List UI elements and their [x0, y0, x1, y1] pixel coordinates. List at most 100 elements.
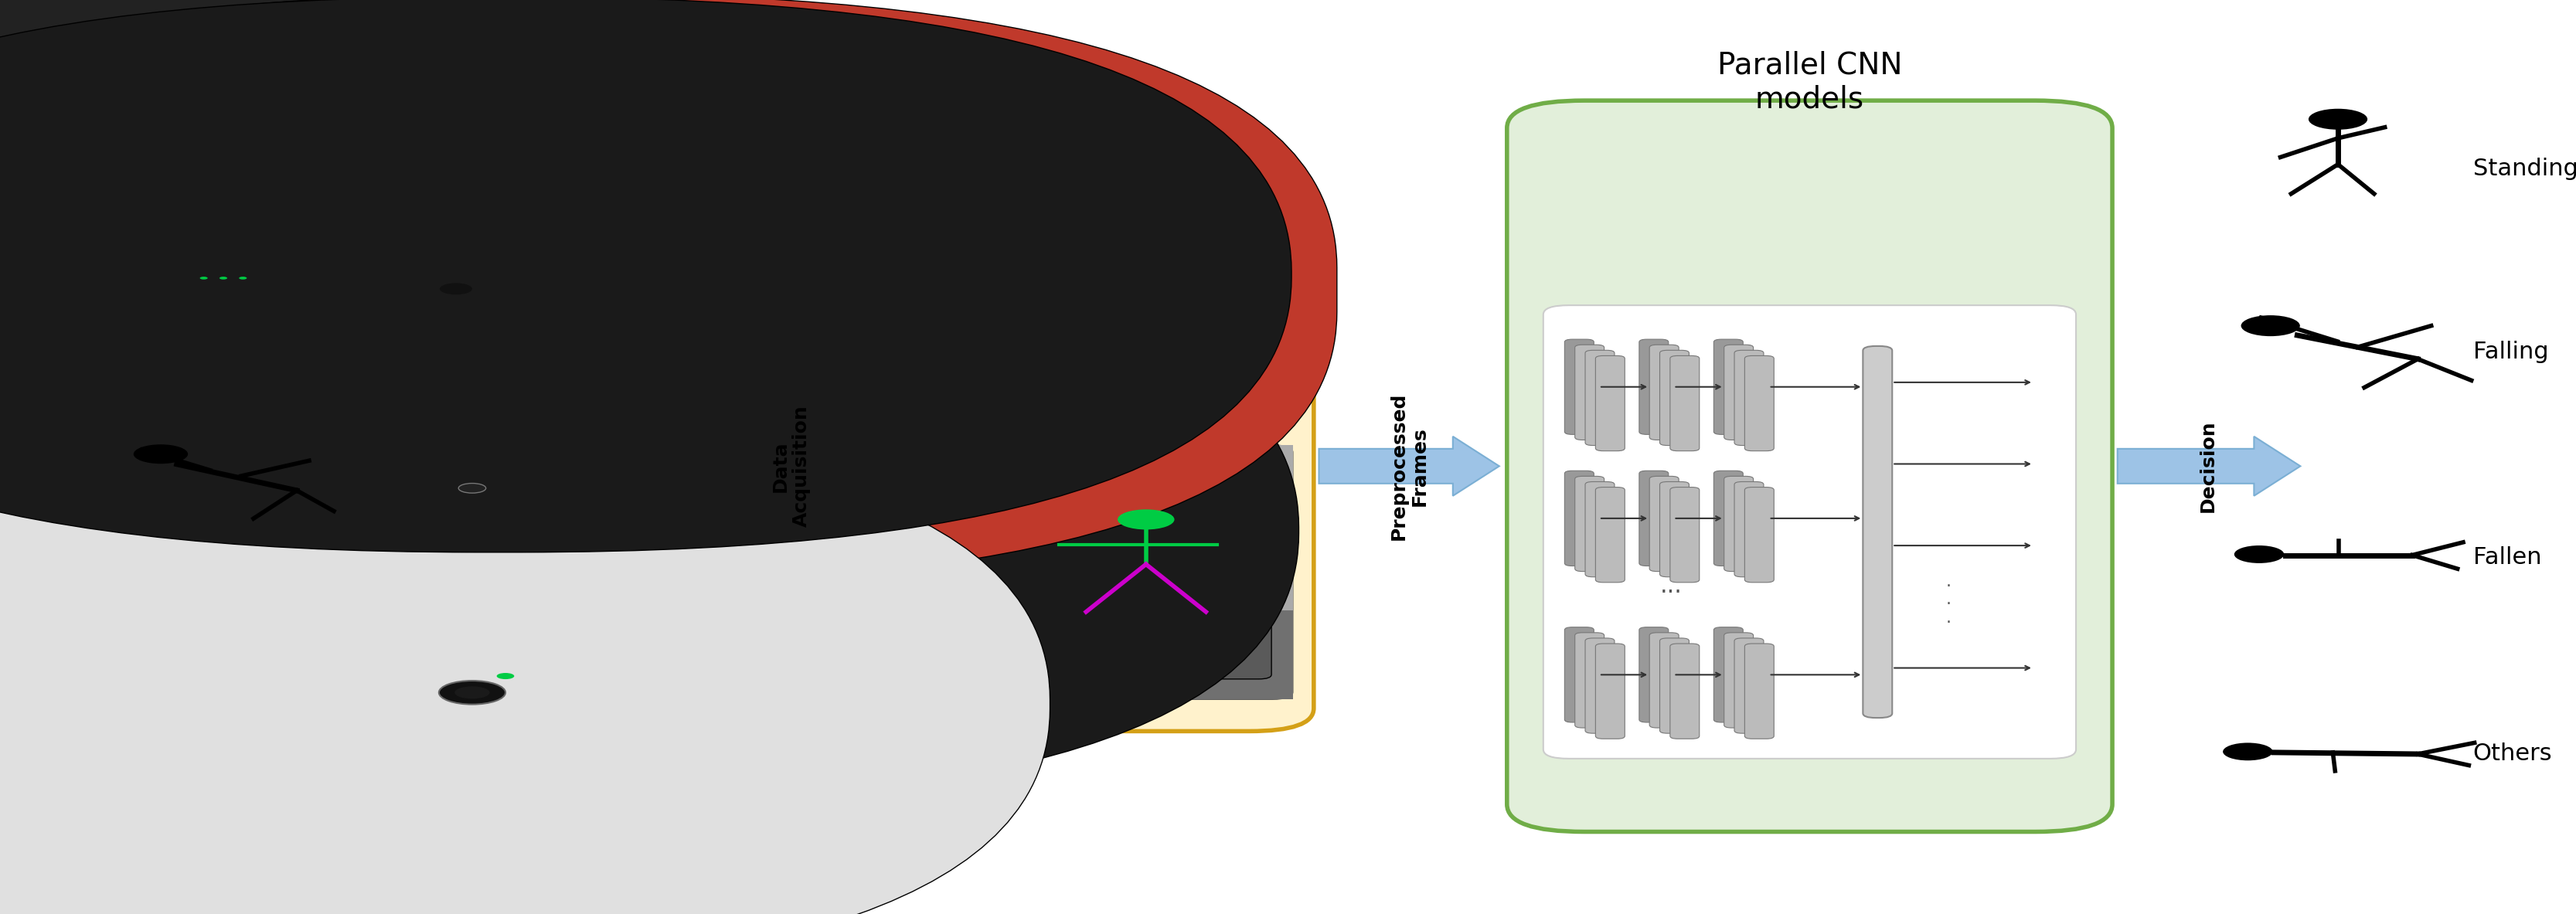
- Circle shape: [2223, 743, 2272, 760]
- FancyBboxPatch shape: [1574, 632, 1605, 728]
- Circle shape: [196, 285, 250, 303]
- FancyBboxPatch shape: [1507, 101, 2112, 832]
- Text: Fallen: Fallen: [2473, 547, 2543, 569]
- FancyBboxPatch shape: [1723, 476, 1754, 571]
- FancyBboxPatch shape: [1638, 339, 1669, 434]
- Circle shape: [191, 692, 201, 696]
- Circle shape: [219, 701, 229, 705]
- Text: Sensors
(wearable and
wall mounted): Sensors (wearable and wall mounted): [247, 41, 448, 128]
- Circle shape: [245, 683, 255, 686]
- Circle shape: [201, 277, 209, 280]
- FancyBboxPatch shape: [1584, 638, 1615, 733]
- FancyBboxPatch shape: [1595, 487, 1625, 582]
- FancyBboxPatch shape: [1862, 346, 1893, 717]
- Circle shape: [191, 683, 201, 686]
- Text: Others: Others: [2473, 743, 2553, 765]
- FancyBboxPatch shape: [1154, 608, 1273, 679]
- FancyBboxPatch shape: [417, 674, 528, 711]
- Circle shape: [219, 683, 229, 686]
- FancyBboxPatch shape: [185, 282, 260, 314]
- FancyBboxPatch shape: [0, 226, 1260, 804]
- FancyBboxPatch shape: [1574, 476, 1605, 571]
- FancyBboxPatch shape: [1744, 643, 1775, 739]
- Circle shape: [201, 656, 245, 672]
- Bar: [987, 611, 1293, 699]
- FancyBboxPatch shape: [0, 0, 1291, 552]
- FancyBboxPatch shape: [1564, 339, 1595, 434]
- FancyBboxPatch shape: [0, 425, 1051, 914]
- Circle shape: [219, 692, 229, 696]
- FancyBboxPatch shape: [966, 201, 1314, 731]
- Circle shape: [1118, 509, 1175, 529]
- FancyBboxPatch shape: [1734, 638, 1765, 733]
- FancyBboxPatch shape: [1584, 482, 1615, 577]
- Circle shape: [438, 681, 505, 705]
- Circle shape: [219, 277, 227, 280]
- FancyBboxPatch shape: [1713, 471, 1744, 566]
- Circle shape: [49, 419, 407, 547]
- Circle shape: [446, 478, 500, 498]
- FancyBboxPatch shape: [1638, 627, 1669, 722]
- FancyBboxPatch shape: [175, 274, 273, 321]
- FancyBboxPatch shape: [160, 668, 286, 712]
- FancyBboxPatch shape: [0, 48, 1018, 605]
- Circle shape: [245, 692, 255, 696]
- FancyBboxPatch shape: [77, 110, 618, 841]
- Text: Falling: Falling: [2473, 341, 2548, 363]
- FancyBboxPatch shape: [0, 0, 1018, 547]
- FancyBboxPatch shape: [1669, 487, 1700, 582]
- Text: Decision: Decision: [2197, 420, 2218, 513]
- FancyBboxPatch shape: [1659, 350, 1690, 445]
- Circle shape: [191, 701, 201, 705]
- Circle shape: [459, 484, 487, 493]
- FancyBboxPatch shape: [1659, 638, 1690, 733]
- Text: Preprocessed
Frames: Preprocessed Frames: [1388, 392, 1430, 540]
- FancyArrow shape: [2117, 437, 2300, 495]
- FancyBboxPatch shape: [987, 445, 1293, 699]
- Circle shape: [245, 701, 255, 705]
- FancyBboxPatch shape: [1564, 471, 1595, 566]
- FancyBboxPatch shape: [1713, 339, 1744, 434]
- FancyBboxPatch shape: [1744, 487, 1775, 582]
- Text: ···: ···: [1659, 582, 1682, 604]
- FancyBboxPatch shape: [1543, 305, 2076, 759]
- FancyBboxPatch shape: [1669, 643, 1700, 739]
- FancyBboxPatch shape: [1734, 350, 1765, 445]
- FancyBboxPatch shape: [1584, 350, 1615, 445]
- FancyBboxPatch shape: [389, 474, 556, 502]
- Circle shape: [240, 277, 247, 280]
- FancyBboxPatch shape: [1659, 482, 1690, 577]
- Text: Data Pre-
processing: Data Pre- processing: [1054, 123, 1226, 180]
- FancyBboxPatch shape: [1723, 345, 1754, 440]
- FancyBboxPatch shape: [1574, 345, 1605, 440]
- FancyBboxPatch shape: [1723, 632, 1754, 728]
- FancyBboxPatch shape: [1649, 476, 1680, 571]
- FancyBboxPatch shape: [1595, 356, 1625, 451]
- Bar: [987, 445, 1293, 611]
- FancyBboxPatch shape: [1669, 356, 1700, 451]
- Text: Standing: Standing: [2473, 158, 2576, 180]
- FancyBboxPatch shape: [1734, 482, 1765, 577]
- FancyBboxPatch shape: [0, 253, 1298, 808]
- Circle shape: [440, 283, 471, 294]
- FancyBboxPatch shape: [0, 0, 1337, 586]
- Circle shape: [456, 686, 489, 698]
- FancyArrow shape: [1319, 437, 1499, 495]
- FancyBboxPatch shape: [1649, 345, 1680, 440]
- FancyBboxPatch shape: [1744, 356, 1775, 451]
- FancyBboxPatch shape: [381, 268, 564, 312]
- Circle shape: [420, 276, 492, 302]
- Text: Data
Acquisition: Data Acquisition: [770, 405, 811, 527]
- Circle shape: [134, 444, 188, 463]
- Circle shape: [402, 270, 510, 308]
- Text: ·
·
·: · · ·: [1945, 579, 1950, 630]
- Circle shape: [2241, 315, 2300, 336]
- FancyBboxPatch shape: [1713, 627, 1744, 722]
- FancyBboxPatch shape: [1649, 632, 1680, 728]
- FancyBboxPatch shape: [1595, 643, 1625, 739]
- Circle shape: [497, 673, 515, 679]
- FancyArrow shape: [623, 437, 958, 495]
- Circle shape: [2308, 109, 2367, 130]
- Text: Parallel CNN
models: Parallel CNN models: [1718, 50, 1901, 113]
- Circle shape: [2233, 546, 2285, 563]
